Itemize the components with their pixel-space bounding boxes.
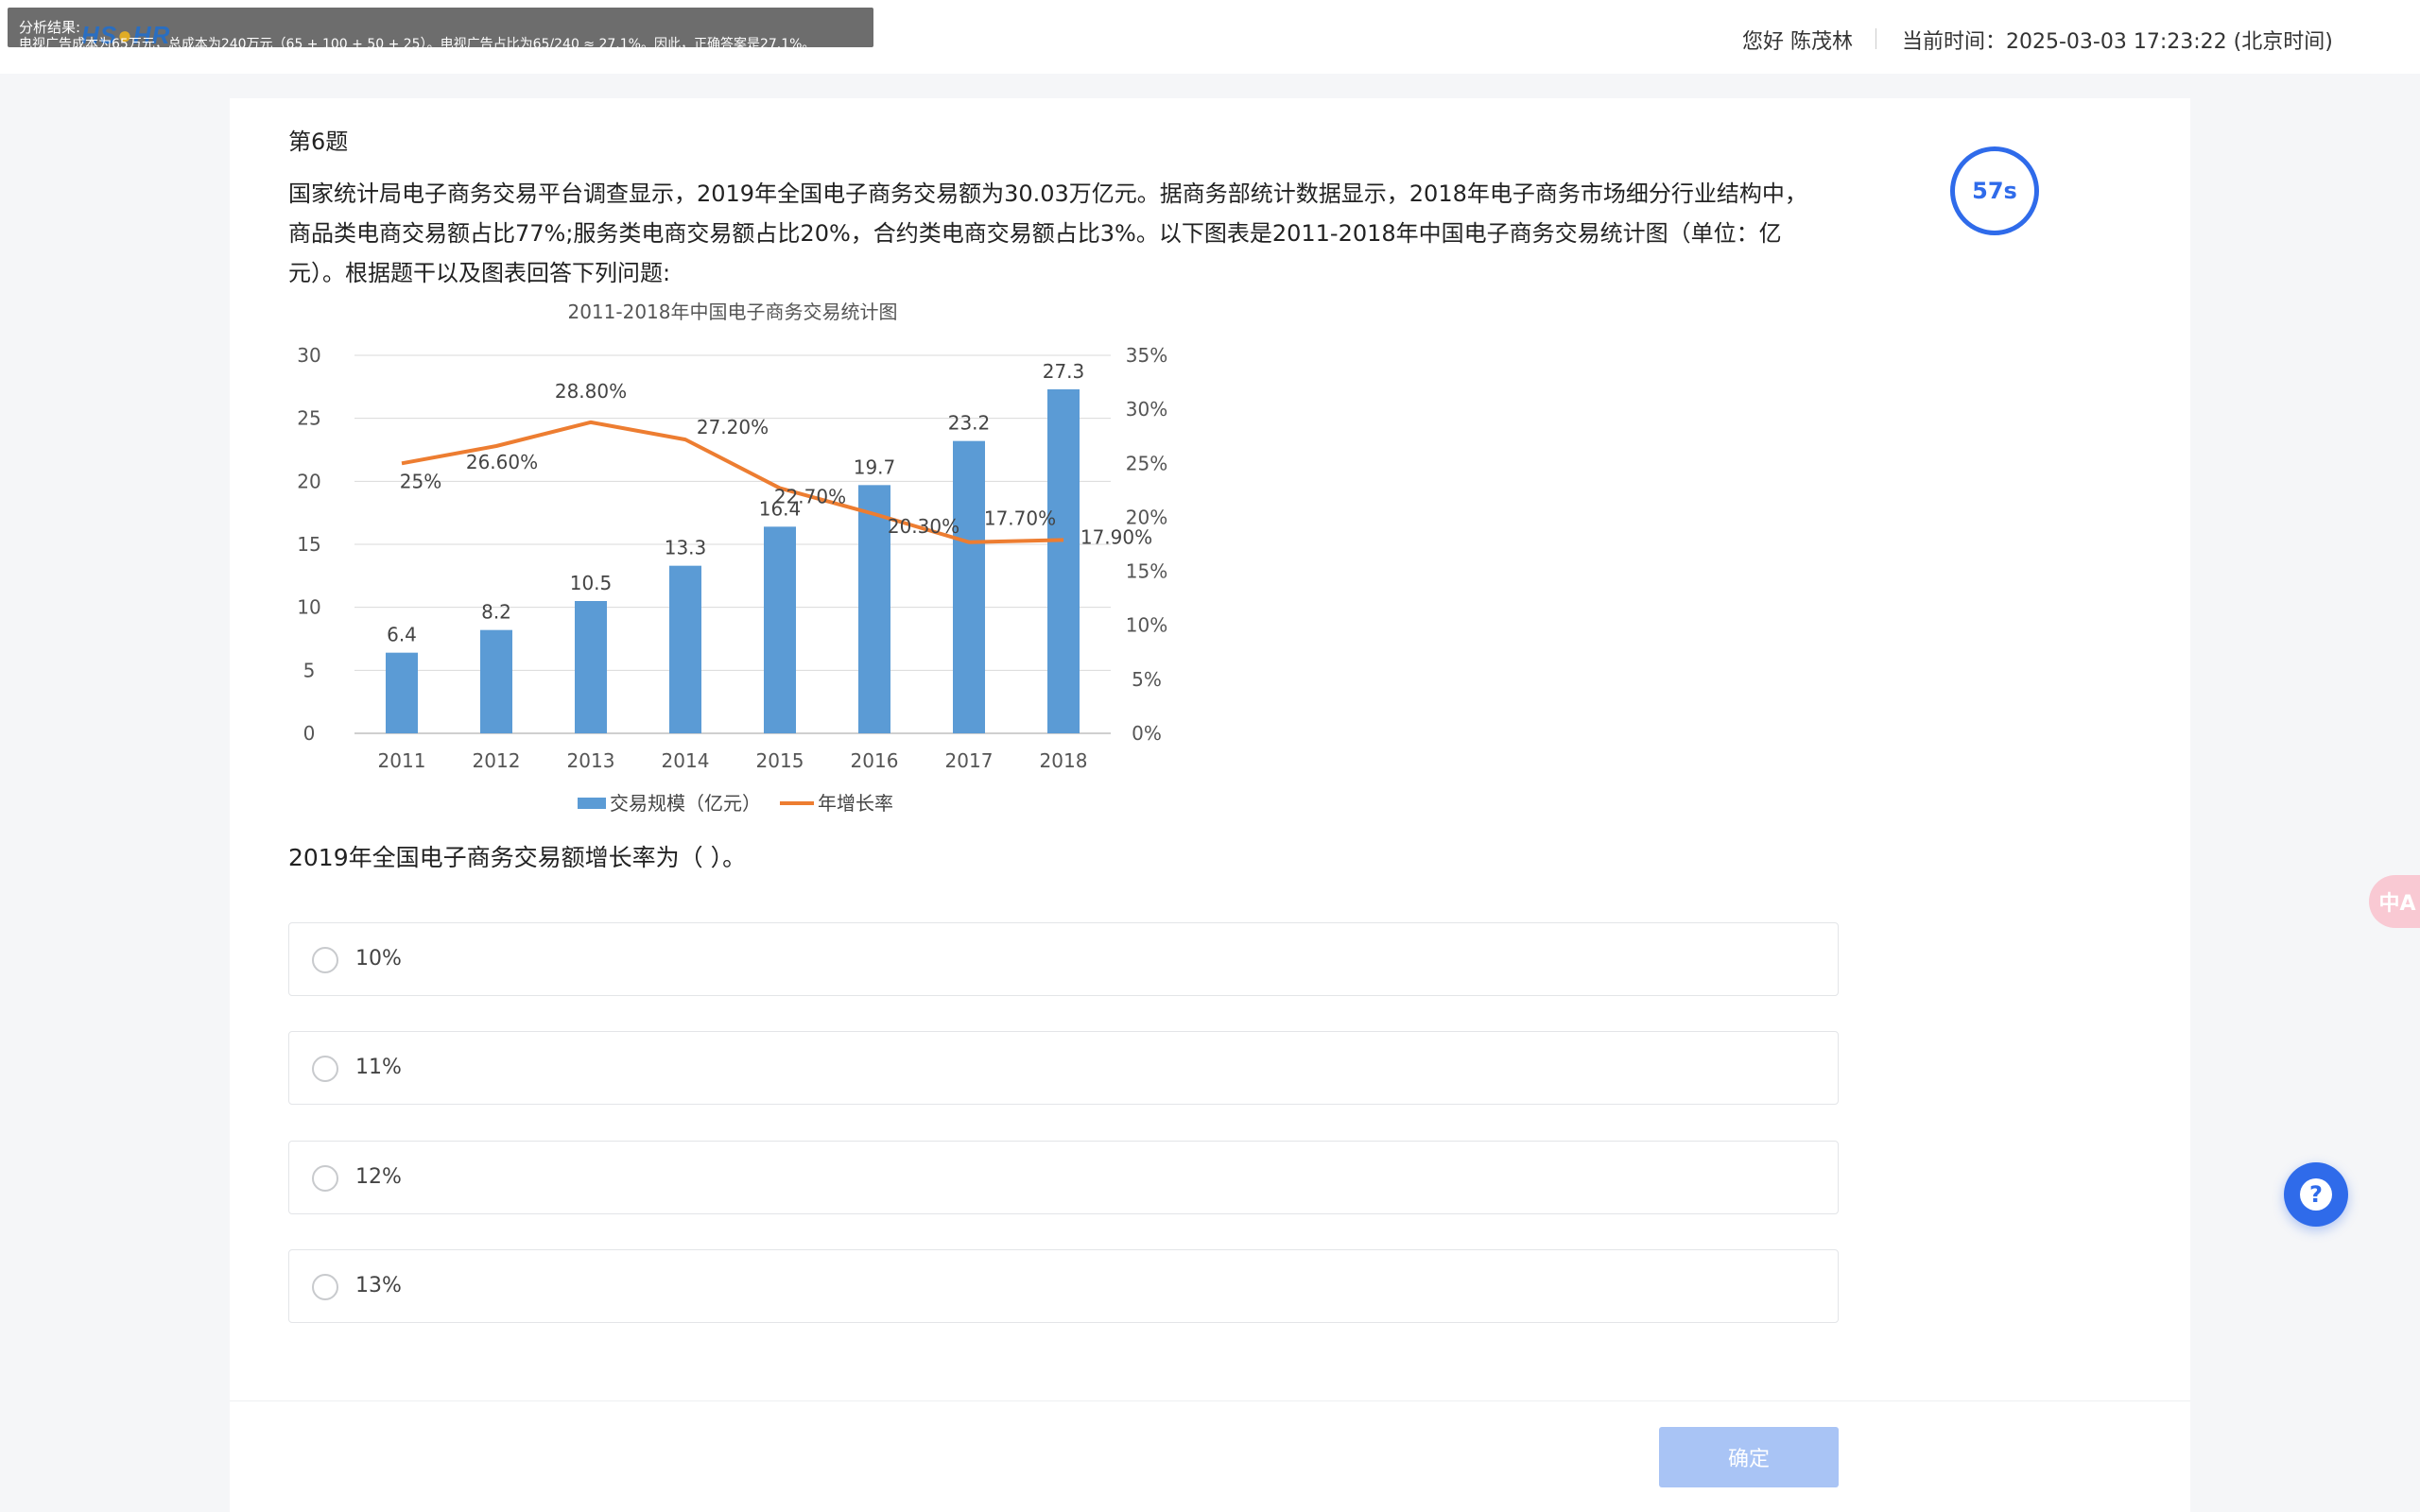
legend-line-label: 年增长率: [818, 792, 893, 815]
x-tick-label: 2018: [1040, 749, 1088, 772]
bar-2014: [669, 565, 701, 733]
y-right-tick-label: 35%: [1126, 344, 1167, 367]
y-left-tick-label: 30: [297, 344, 320, 367]
growth-rate-label: 26.60%: [466, 451, 538, 473]
radio-icon[interactable]: [312, 1274, 338, 1300]
countdown-timer: 57s: [1950, 146, 2039, 235]
question-card: 第6题 国家统计局电子商务交易平台调查显示，2019年全国电子商务交易额为30.…: [230, 98, 2190, 1512]
bar-value-label: 10.5: [570, 572, 613, 594]
bar-value-label: 19.7: [854, 455, 896, 478]
bar-value-label: 13.3: [665, 537, 707, 559]
bar-value-label: 23.2: [948, 412, 991, 435]
growth-rate-label: 25%: [400, 470, 441, 492]
bar-2013: [575, 601, 607, 733]
x-tick-label: 2017: [945, 749, 994, 772]
option-b-label: 11%: [355, 1056, 402, 1079]
sub-question: 2019年全国电子商务交易额增长率为（ ）。: [288, 844, 747, 871]
y-right-tick-label: 10%: [1126, 614, 1167, 637]
chart-title: 2011-2018年中国电子商务交易统计图: [567, 301, 897, 323]
option-d[interactable]: 13%: [288, 1249, 1839, 1323]
growth-rate-label: 22.70%: [774, 486, 846, 508]
y-right-tick-label: 20%: [1126, 506, 1167, 528]
help-icon: ?: [2300, 1178, 2332, 1211]
bar-value-label: 16.4: [759, 497, 802, 520]
help-button[interactable]: ?: [2284, 1162, 2348, 1227]
growth-rate-label: 17.90%: [1080, 525, 1152, 548]
brand-logo-icon: HS●HR: [81, 21, 171, 47]
x-tick-label: 2012: [473, 749, 521, 772]
y-left-tick-label: 20: [297, 470, 320, 492]
y-right-tick-label: 15%: [1126, 560, 1167, 583]
ecommerce-chart: 2011-2018年中国电子商务交易统计图 0 5 10 15 20 25 30 0% 5% 10%…: [288, 297, 1196, 826]
bar-2015: [764, 526, 796, 733]
question-stem: 国家统计局电子商务交易平台调查显示，2019年全国电子商务交易额为30.03万亿…: [288, 180, 1807, 286]
bar-2018: [1047, 389, 1080, 733]
y-left-tick-label: 10: [297, 596, 320, 619]
option-c-label: 12%: [355, 1165, 402, 1189]
analysis-overlay: HS●HR 分析结果: 电视广告成本为65万元，总成本为240万元（65 + 1…: [8, 8, 873, 47]
bar-2011: [386, 652, 418, 733]
growth-rate-label: 27.20%: [697, 416, 769, 438]
y-right-tick-label: 25%: [1126, 452, 1167, 474]
bar-2017: [953, 440, 985, 733]
confirm-button[interactable]: 确定: [1659, 1427, 1839, 1487]
bar-value-label: 8.2: [481, 601, 511, 624]
x-tick-label: 2011: [378, 749, 426, 772]
x-tick-label: 2016: [851, 749, 899, 772]
y-left-tick-label: 0: [303, 722, 316, 745]
growth-rate-label: 20.30%: [888, 515, 959, 538]
option-c[interactable]: 12%: [288, 1141, 1839, 1214]
current-time: 当前时间：2025-03-03 17:23:22 (北京时间): [1902, 30, 2333, 54]
y-left-tick-label: 15: [297, 533, 320, 556]
growth-rate-label: 17.70%: [984, 507, 1056, 530]
radio-icon[interactable]: [312, 1165, 338, 1192]
y-left-tick-label: 25: [297, 407, 320, 430]
radio-icon[interactable]: [312, 947, 338, 973]
analysis-text: 电视广告成本为65万元，总成本为240万元（65 + 100 + 50 + 25…: [19, 37, 816, 47]
growth-rate-label: 28.80%: [555, 380, 627, 403]
top-bar: HS●HR 分析结果: 电视广告成本为65万元，总成本为240万元（65 + 1…: [0, 0, 2420, 74]
option-a-label: 10%: [355, 947, 402, 971]
translate-icon[interactable]: 中A: [2369, 875, 2420, 928]
analysis-title: 分析结果:: [19, 19, 81, 36]
y-right-tick-label: 0%: [1132, 722, 1162, 745]
bar-2016: [858, 485, 890, 733]
x-tick-label: 2015: [756, 749, 804, 772]
question-number: 第6题: [288, 129, 349, 155]
user-greeting: 您好 陈茂林: [1742, 30, 1853, 54]
y-right-tick-label: 30%: [1126, 398, 1167, 421]
bar-value-label: 27.3: [1043, 360, 1085, 383]
y-right-tick-label: 5%: [1132, 668, 1162, 691]
legend-bar-swatch: [578, 798, 606, 809]
radio-icon[interactable]: [312, 1056, 338, 1082]
option-a[interactable]: 10%: [288, 922, 1839, 996]
footer-divider: [230, 1400, 2190, 1401]
bar-value-label: 6.4: [387, 624, 417, 646]
bar-2012: [480, 629, 512, 733]
growth-rate-line: [401, 420, 1064, 544]
legend-bar-label: 交易规模（亿元）: [610, 792, 761, 815]
option-d-label: 13%: [355, 1274, 402, 1297]
x-tick-label: 2014: [662, 749, 710, 772]
chart-svg: 2011-2018年中国电子商务交易统计图 0 5 10 15 20 25 30 0% 5% 10%…: [297, 301, 1167, 815]
x-tick-label: 2013: [567, 749, 615, 772]
option-b[interactable]: 11%: [288, 1031, 1839, 1105]
y-left-tick-label: 5: [303, 659, 316, 681]
